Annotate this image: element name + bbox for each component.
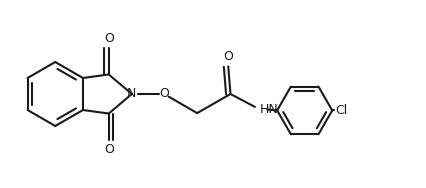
Text: Cl: Cl [335, 104, 348, 117]
Text: O: O [223, 50, 233, 63]
Text: HN: HN [259, 103, 278, 116]
Text: O: O [104, 32, 114, 45]
Text: O: O [104, 143, 114, 156]
Text: N: N [127, 87, 137, 101]
Text: O: O [159, 87, 169, 101]
